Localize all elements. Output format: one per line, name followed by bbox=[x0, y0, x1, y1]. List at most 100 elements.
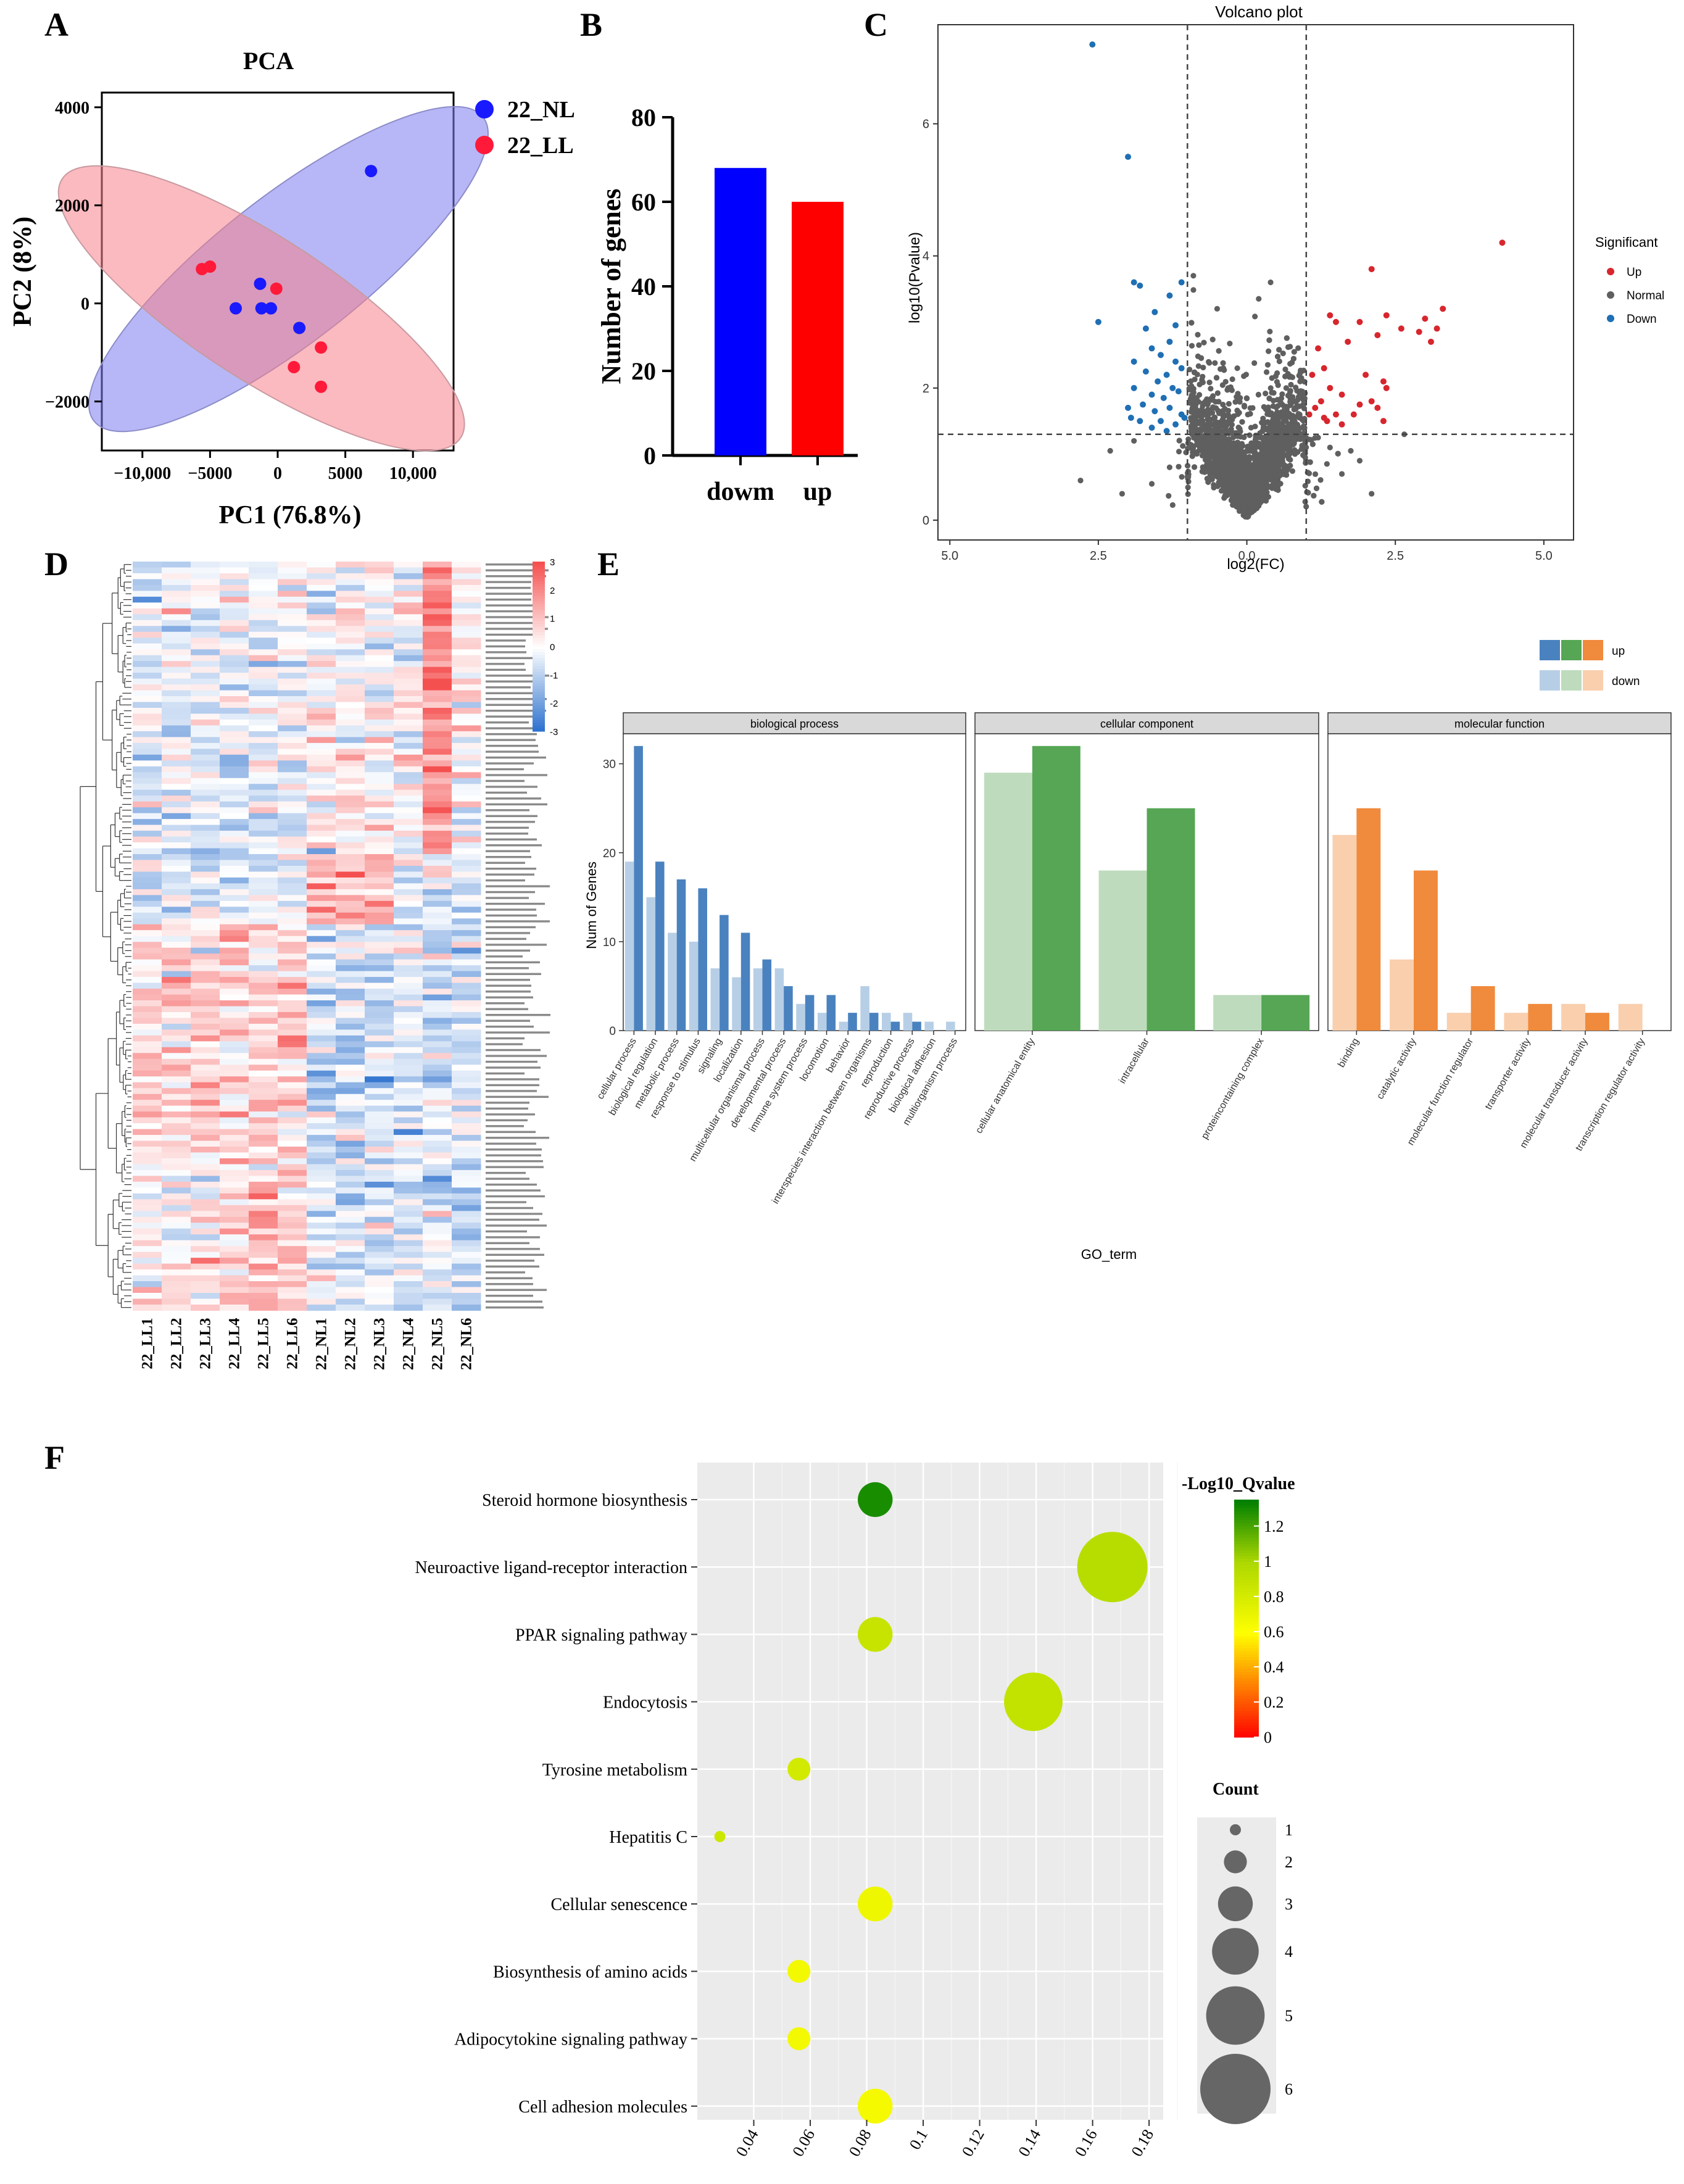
heatmap-cell bbox=[278, 713, 307, 720]
heatmap-row-label bbox=[486, 756, 546, 759]
heatmap-cell bbox=[365, 673, 394, 679]
heatmap-cell bbox=[220, 865, 249, 872]
heatmap-cell bbox=[336, 848, 365, 855]
heatmap-cell bbox=[191, 562, 220, 568]
heatmap-cell bbox=[423, 1058, 452, 1065]
heatmap-row-label bbox=[486, 1271, 525, 1274]
heatmap-cell bbox=[307, 977, 336, 984]
heatmap-row-label bbox=[486, 1277, 533, 1279]
heatmap-cell bbox=[307, 661, 336, 668]
heatmap-cell bbox=[191, 936, 220, 942]
heatmap-colorbar-segment bbox=[533, 649, 545, 653]
heatmap-cell bbox=[162, 1105, 191, 1112]
heatmap-cell bbox=[336, 918, 365, 925]
heatmap-cell bbox=[307, 1006, 336, 1013]
kegg-colorbar-segment bbox=[1234, 1707, 1259, 1711]
heatmap-cell bbox=[307, 842, 336, 849]
heatmap-cell bbox=[307, 1193, 336, 1200]
volcano-point-normal bbox=[1206, 360, 1213, 366]
heatmap-cell bbox=[278, 579, 307, 586]
heatmap-cell bbox=[307, 772, 336, 779]
kegg-colorbar-segment bbox=[1234, 1541, 1259, 1545]
volcano-point-normal bbox=[1185, 484, 1191, 491]
heatmap-cell bbox=[336, 1006, 365, 1013]
heatmap-cell bbox=[220, 690, 249, 697]
volcano-point-up bbox=[1356, 401, 1363, 408]
volcano-point-normal bbox=[1249, 481, 1255, 488]
heatmap-cell bbox=[452, 865, 481, 872]
heatmap-cell bbox=[336, 1181, 365, 1188]
heatmap-cell bbox=[278, 1205, 307, 1211]
volcano-point-down bbox=[1137, 418, 1143, 425]
heatmap-cell bbox=[249, 959, 278, 966]
volcano-point-normal bbox=[1234, 466, 1240, 473]
go-bar-up bbox=[720, 915, 729, 1031]
heatmap-cell bbox=[278, 1105, 307, 1112]
heatmap-cell bbox=[307, 1293, 336, 1299]
heatmap-cell bbox=[133, 1129, 162, 1136]
heatmap-colorbar-segment bbox=[533, 691, 545, 695]
kegg-colorbar-segment bbox=[1234, 1597, 1259, 1601]
heatmap-cell bbox=[191, 801, 220, 808]
kegg-colorbar-tick-label: 1.2 bbox=[1264, 1518, 1284, 1535]
heatmap-cell bbox=[394, 1047, 423, 1053]
heatmap-cell bbox=[452, 1169, 481, 1176]
volcano-legend-label-up: Up bbox=[1627, 266, 1641, 279]
heatmap-cell bbox=[394, 684, 423, 691]
heatmap-colorbar-segment bbox=[533, 604, 545, 607]
heatmap-row-label bbox=[486, 762, 534, 765]
heatmap-cell bbox=[307, 1240, 336, 1247]
go-bar-up bbox=[1032, 745, 1080, 1031]
heatmap-cell bbox=[365, 1053, 394, 1060]
heatmap-cell bbox=[278, 1035, 307, 1042]
heatmap-cell bbox=[220, 1029, 249, 1036]
heatmap-cell bbox=[162, 989, 191, 995]
heatmap-colorbar-segment bbox=[533, 612, 545, 616]
heatmap-cell bbox=[365, 942, 394, 949]
heatmap-cell bbox=[307, 1000, 336, 1007]
heatmap-colorbar-segment bbox=[533, 643, 545, 647]
heatmap-cell bbox=[249, 1006, 278, 1013]
heatmap-cell bbox=[191, 1281, 220, 1288]
kegg-colorbar-segment bbox=[1234, 1577, 1259, 1580]
heatmap-cell bbox=[452, 666, 481, 673]
heatmap-cell bbox=[307, 614, 336, 621]
heatmap-row-label bbox=[486, 1224, 547, 1227]
heatmap-cell bbox=[394, 994, 423, 1001]
heatmap-cell bbox=[162, 567, 191, 574]
heatmap-row-label bbox=[486, 949, 530, 952]
volcano-point-down bbox=[1166, 404, 1173, 411]
volcano-point-normal bbox=[1271, 428, 1277, 434]
heatmap-cell bbox=[249, 1228, 278, 1235]
heatmap-cell bbox=[249, 1258, 278, 1264]
pca-x-tick-label: −10,000 bbox=[114, 464, 171, 483]
heatmap-cell bbox=[365, 731, 394, 737]
heatmap-cell bbox=[365, 900, 394, 907]
heatmap-cell bbox=[365, 1193, 394, 1200]
heatmap-row-label bbox=[486, 1242, 529, 1245]
heatmap-cell bbox=[336, 673, 365, 679]
volcano-point-normal bbox=[1302, 499, 1308, 505]
heatmap-cell bbox=[162, 1240, 191, 1247]
kegg-colorbar-segment bbox=[1234, 1502, 1259, 1506]
heatmap-row-label bbox=[486, 1265, 539, 1268]
heatmap-cell bbox=[220, 819, 249, 826]
heatmap-cell bbox=[365, 1205, 394, 1211]
volcano-point-down bbox=[1181, 414, 1188, 421]
kegg-colorbar-segment bbox=[1234, 1713, 1259, 1717]
heatmap-cell bbox=[249, 889, 278, 895]
kegg-size-legend-marker bbox=[1230, 1824, 1241, 1835]
go-legend-up-label: up bbox=[1612, 645, 1625, 658]
volcano-point-down bbox=[1175, 388, 1182, 395]
heatmap-cell bbox=[162, 1018, 191, 1024]
go-bar-down bbox=[732, 977, 741, 1031]
heatmap-cell bbox=[249, 1269, 278, 1276]
heatmap-cell bbox=[394, 1065, 423, 1071]
heatmap-cell bbox=[336, 1100, 365, 1107]
heatmap-cell bbox=[191, 766, 220, 773]
volcano-point-normal bbox=[1131, 438, 1137, 444]
